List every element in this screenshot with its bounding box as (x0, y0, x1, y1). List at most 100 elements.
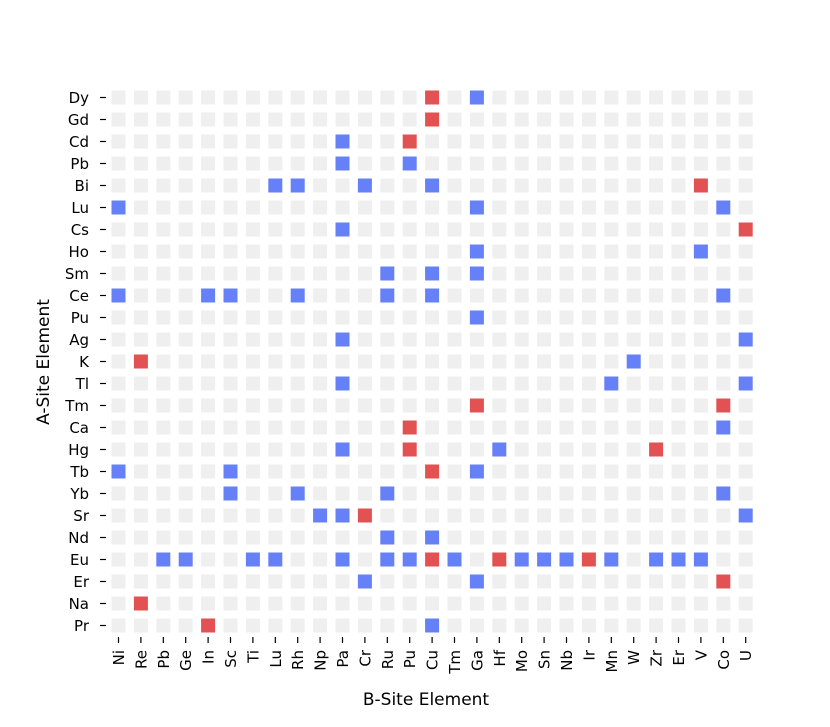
cell-Ag-Lu-empty (268, 332, 283, 347)
cell-Hg-Re-empty (133, 442, 148, 457)
cell-Ag-U-blue (738, 332, 753, 347)
cell-Tm-Rh-empty (290, 398, 305, 413)
cell-Nd-U-empty (738, 530, 753, 545)
cell-Tb-U-empty (738, 464, 753, 479)
cell-Pb-Tm-empty (447, 156, 462, 171)
cell-Dy-Re-empty (133, 90, 148, 105)
cell-Sm-W-empty (626, 266, 641, 281)
x-tick-label-Lu: Lu (267, 650, 285, 668)
cell-Pu-Ni-empty (111, 310, 126, 325)
cell-Ce-Rh-blue (290, 288, 305, 303)
cell-Pb-Nb-empty (559, 156, 574, 171)
x-tick-label-W: W (625, 650, 643, 665)
cell-Ho-Ir-empty (581, 244, 596, 259)
cell-Lu-Pu-empty (402, 200, 417, 215)
cell-Nd-Ga-empty (469, 530, 484, 545)
cell-Cd-Ir-empty (581, 134, 596, 149)
cell-Pu-Sc-empty (223, 310, 238, 325)
cell-Ca-Cr-empty (357, 420, 372, 435)
cell-Tm-U-empty (738, 398, 753, 413)
x-tick-label-Co: Co (715, 650, 733, 670)
cell-Nd-Ge-empty (178, 530, 193, 545)
cell-Sm-Cu-blue (425, 266, 440, 281)
cell-Pu-Er-empty (671, 310, 686, 325)
cell-Tl-Cu-empty (425, 376, 440, 391)
cell-Cs-Tm-empty (447, 222, 462, 237)
x-tick-label-Er: Er (670, 649, 688, 665)
cell-Er-Mn-empty (604, 574, 619, 589)
cell-Tl-In-empty (201, 376, 216, 391)
y-tick-label-Nd: Nd (68, 529, 89, 547)
cell-Gd-Mn-empty (604, 112, 619, 127)
cell-Ce-Ge-empty (178, 288, 193, 303)
cell-Nd-Sc-empty (223, 530, 238, 545)
cell-Er-Tm-empty (447, 574, 462, 589)
cell-Pr-W-empty (626, 618, 641, 633)
cell-Nd-Hf-empty (492, 530, 507, 545)
x-tick-label-Ir: Ir (580, 649, 598, 660)
cell-Dy-Np-empty (313, 90, 328, 105)
cell-Bi-Re-empty (133, 178, 148, 193)
cell-Na-Pu-empty (402, 596, 417, 611)
cell-Dy-Zr-empty (649, 90, 664, 105)
cell-Tb-Zr-empty (649, 464, 664, 479)
cell-Lu-Ge-empty (178, 200, 193, 215)
cell-Ce-Pa-empty (335, 288, 350, 303)
cell-Pu-Zr-empty (649, 310, 664, 325)
cell-Eu-Mn-blue (604, 552, 619, 567)
x-tick-label-Cr: Cr (356, 649, 374, 666)
cell-Yb-Zr-empty (649, 486, 664, 501)
cell-Sm-Pb-empty (156, 266, 171, 281)
cell-Tl-Pu-empty (402, 376, 417, 391)
cell-Cd-Ge-empty (178, 134, 193, 149)
cell-Ce-Ni-blue (111, 288, 126, 303)
cell-Tl-Ir-empty (581, 376, 596, 391)
cell-Tl-Lu-empty (268, 376, 283, 391)
cell-Cs-Sn-empty (537, 222, 552, 237)
cell-Ca-Ga-empty (469, 420, 484, 435)
cell-Tm-Sc-empty (223, 398, 238, 413)
cell-Sm-U-empty (738, 266, 753, 281)
cell-Yb-Ti-empty (245, 486, 260, 501)
cell-Ho-Rh-empty (290, 244, 305, 259)
cell-Pu-Ir-empty (581, 310, 596, 325)
cell-Ca-Zr-empty (649, 420, 664, 435)
cell-Tb-Ru-empty (380, 464, 395, 479)
cell-Yb-Mo-empty (514, 486, 529, 501)
cell-Na-In-empty (201, 596, 216, 611)
cell-Tl-Ru-empty (380, 376, 395, 391)
cell-Cs-U-red (738, 222, 753, 237)
cell-Eu-Mo-blue (514, 552, 529, 567)
cell-Er-Pb-empty (156, 574, 171, 589)
y-tick-label-K: K (79, 353, 90, 371)
cell-Na-Rh-empty (290, 596, 305, 611)
cell-Pb-Mo-empty (514, 156, 529, 171)
cell-Bi-V-red (693, 178, 708, 193)
cell-Tm-Tm-empty (447, 398, 462, 413)
cell-Sm-Cr-empty (357, 266, 372, 281)
y-tick-label-Hg: Hg (68, 441, 89, 459)
cell-Ce-Pu-empty (402, 288, 417, 303)
cell-Nd-Rh-empty (290, 530, 305, 545)
cell-Na-Sc-empty (223, 596, 238, 611)
cell-Eu-Cr-empty (357, 552, 372, 567)
x-tick-label-Zr: Zr (648, 649, 666, 666)
cell-Ce-Ru-blue (380, 288, 395, 303)
x-tick-label-Ru: Ru (379, 650, 397, 669)
cell-Gd-Sc-empty (223, 112, 238, 127)
cell-Ag-Ni-empty (111, 332, 126, 347)
cell-Cd-Re-empty (133, 134, 148, 149)
cell-Na-Sn-empty (537, 596, 552, 611)
cell-Gd-Mo-empty (514, 112, 529, 127)
cell-Dy-Ru-empty (380, 90, 395, 105)
cell-Yb-Sn-empty (537, 486, 552, 501)
cell-Tb-Re-empty (133, 464, 148, 479)
cell-K-Ru-empty (380, 354, 395, 369)
cell-Er-Rh-empty (290, 574, 305, 589)
cell-Tb-Nb-empty (559, 464, 574, 479)
cell-Tm-Pb-empty (156, 398, 171, 413)
cell-Tm-Hf-empty (492, 398, 507, 413)
cell-Nd-W-empty (626, 530, 641, 545)
cell-Ag-Pu-empty (402, 332, 417, 347)
cell-Sr-Co-empty (716, 508, 731, 523)
